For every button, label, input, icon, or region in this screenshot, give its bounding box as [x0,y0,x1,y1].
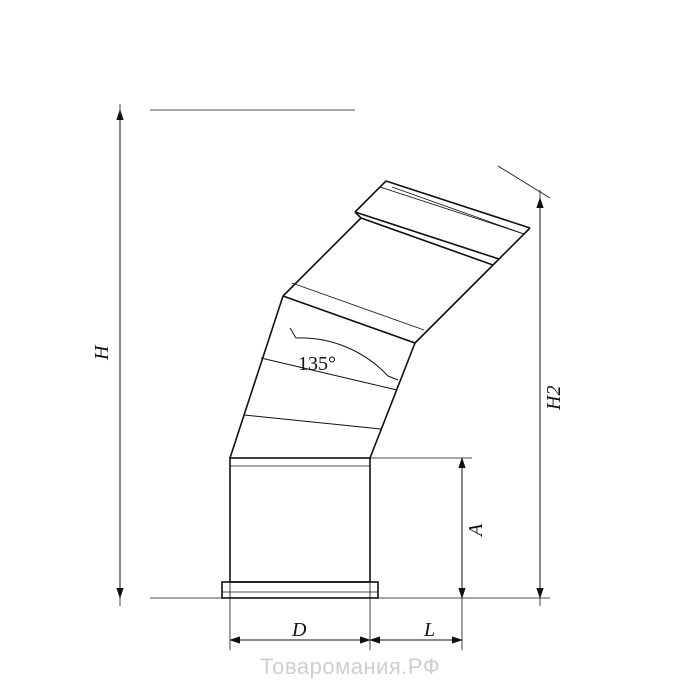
pipe-mid [230,296,415,458]
dim-L-label: L [423,619,435,641]
dim-L [370,458,462,650]
dim-A [370,458,472,598]
pipe-upper [283,181,530,343]
dim-H2-label: H2 [543,386,565,411]
watermark-text: Товаромания.РФ [260,654,440,680]
dim-H-label: H [91,344,113,361]
angle-label: 135° [298,353,336,375]
dim-A-label: A [465,523,487,538]
pipe-lower [222,458,378,598]
drawing-canvas: 135° H D L A [0,0,700,700]
dim-D-label: D [291,619,307,641]
dim-H2 [472,166,550,606]
